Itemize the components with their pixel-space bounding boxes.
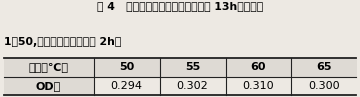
Text: 0.294: 0.294 [111,81,143,91]
Text: 0.300: 0.300 [309,81,340,91]
Text: 60: 60 [251,62,266,72]
Text: 55: 55 [185,62,200,72]
Text: OD值: OD值 [36,81,61,91]
Text: 0.302: 0.302 [177,81,208,91]
Text: 表 4   浸提温度的影响（硫酸铜处理 13h，料液比: 表 4 浸提温度的影响（硫酸铜处理 13h，料液比 [97,1,263,11]
Text: 1：50,丙酮乙醇混合液浸提 2h）: 1：50,丙酮乙醇混合液浸提 2h） [4,37,121,47]
Text: 65: 65 [317,62,332,72]
Text: 50: 50 [119,62,134,72]
Text: 0.310: 0.310 [243,81,274,91]
Text: 温度（℃）: 温度（℃） [28,62,69,72]
